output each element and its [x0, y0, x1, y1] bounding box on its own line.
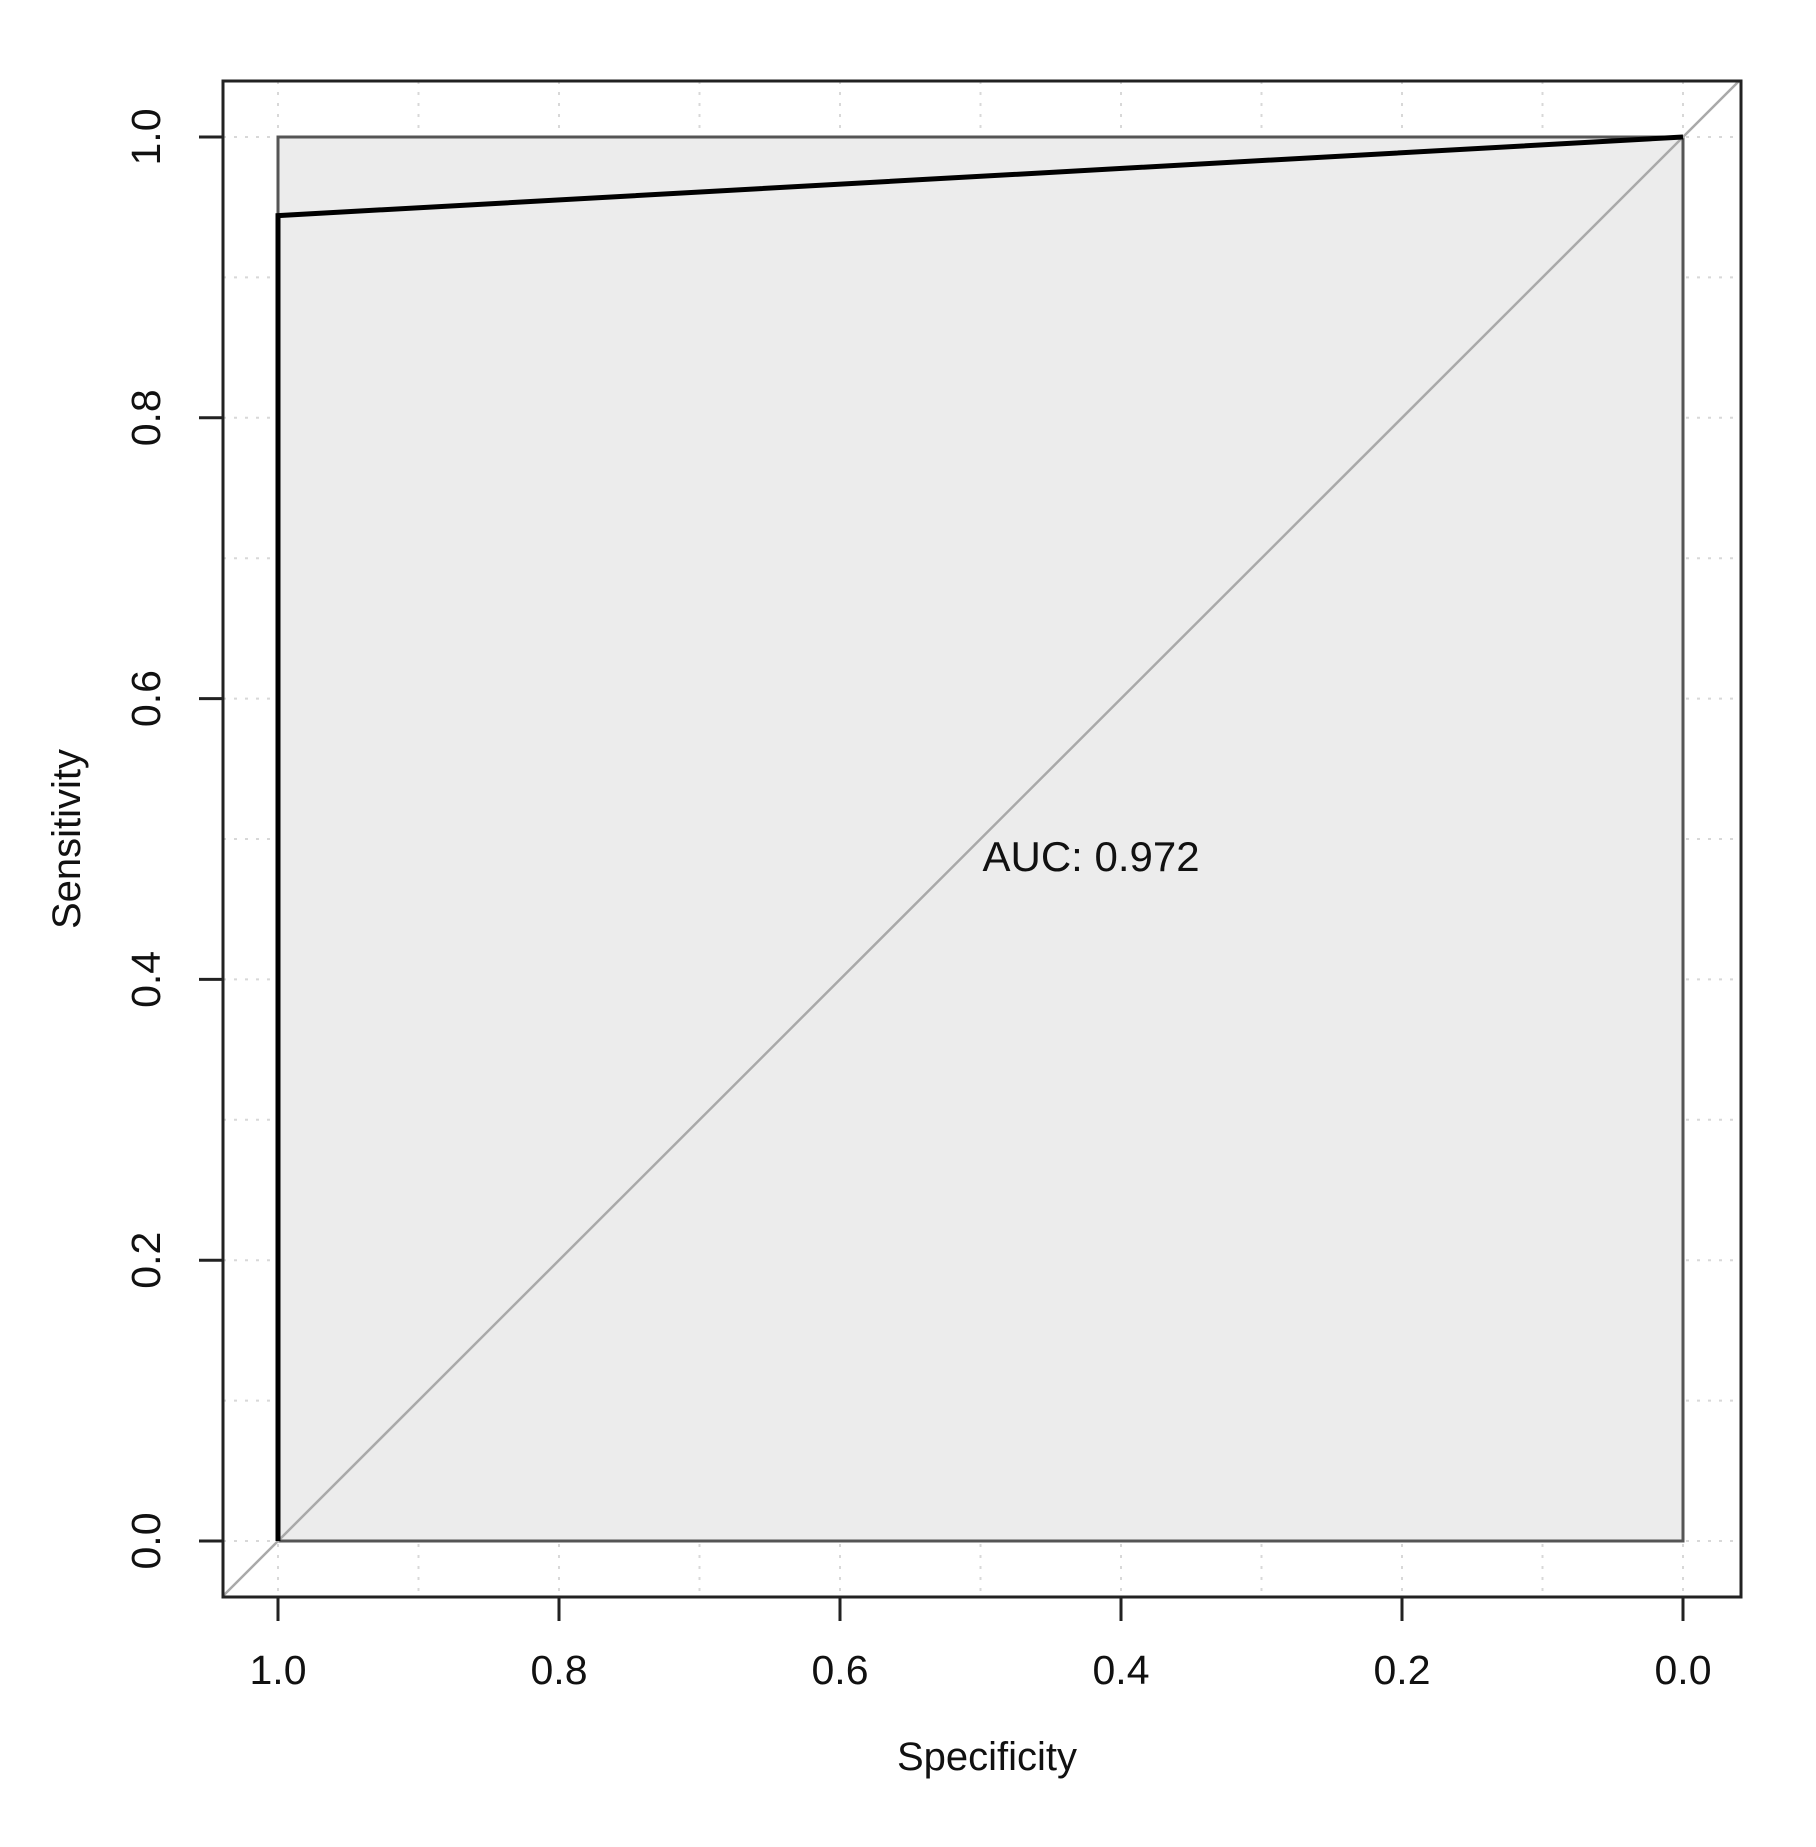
x-tick-label: 0.8 — [531, 1647, 588, 1693]
plot-frame — [221, 79, 1743, 1599]
annotation-layer: AUC: 0.972 — [983, 833, 1200, 880]
x-tick-label: 1.0 — [250, 1647, 307, 1693]
roc-curve — [275, 134, 1684, 1541]
y-tick-label: 0.0 — [123, 1513, 169, 1570]
x-tick-label: 0.2 — [1374, 1647, 1431, 1693]
y-axis-title: Sensitivity — [45, 749, 89, 929]
series-layer — [275, 134, 1684, 1541]
reference-line-layer — [223, 81, 1741, 1597]
x-tick-label: 0.4 — [1093, 1647, 1150, 1693]
x-axis-title: Specificity — [897, 1735, 1077, 1779]
plot-frame-layer — [221, 79, 1743, 1599]
x-tick-label: 0.6 — [812, 1647, 869, 1693]
y-tick-label: 0.6 — [123, 670, 169, 727]
reference-diagonal-line — [223, 81, 1741, 1597]
y-axis: 0.0 0.2 0.4 0.6 0.8 1.0 — [123, 109, 223, 1570]
y-tick-label: 0.2 — [123, 1232, 169, 1289]
y-tick-label: 1.0 — [123, 109, 169, 166]
x-tick-label: 0.0 — [1655, 1647, 1712, 1693]
y-tick-label: 0.8 — [123, 389, 169, 446]
x-axis: 1.0 0.8 0.6 0.4 0.2 0.0 — [250, 1597, 1712, 1693]
y-tick-label: 0.4 — [123, 951, 169, 1008]
auc-annotation: AUC: 0.972 — [983, 833, 1200, 880]
